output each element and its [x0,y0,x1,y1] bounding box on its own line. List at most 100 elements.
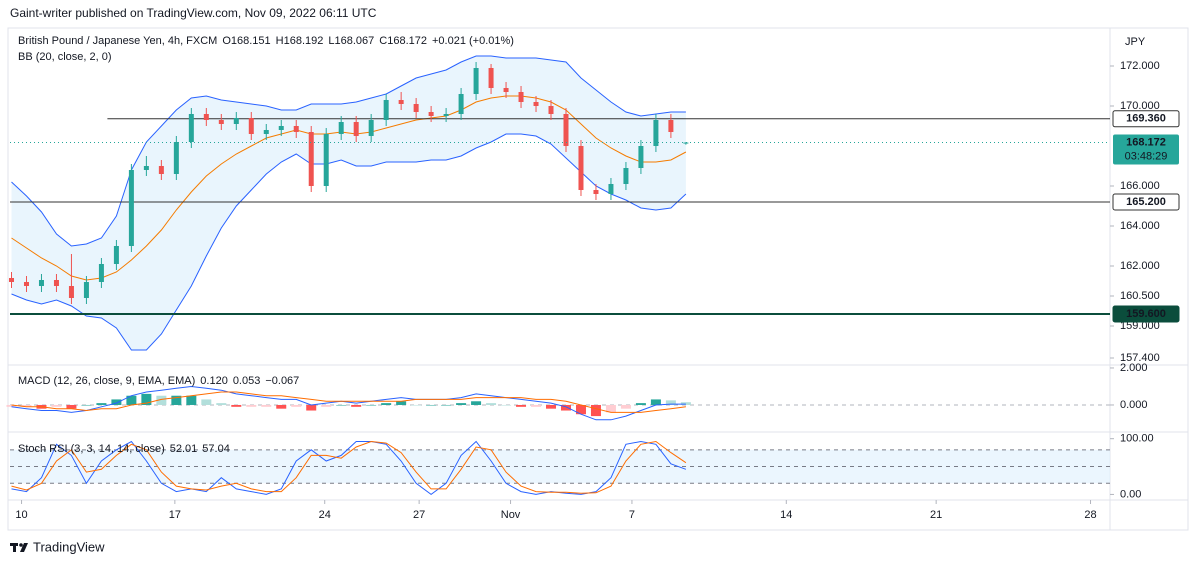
candle-body [488,68,494,88]
candle-body [353,122,359,136]
last-price-box [1113,134,1179,165]
histogram-bar [560,404,571,411]
histogram-bar [201,399,212,405]
candle-body [533,102,539,106]
candle-body [638,146,644,168]
histogram-bar [605,404,616,413]
y-tick-label: 166.000 [1120,180,1160,192]
histogram-bar [6,404,17,407]
histogram-bar [546,404,557,409]
x-tick-label: 24 [319,509,331,521]
candle-body [383,100,389,120]
histogram-bar [620,404,631,409]
histogram-bar [96,403,107,405]
candle-body [278,126,284,130]
macd-readout: 0.053 [233,375,261,387]
histogram-bar [81,404,92,406]
histogram-bar [51,404,62,407]
histogram-bar [291,404,302,407]
candle-body [233,118,239,124]
level-label: 169.360 [1126,113,1166,125]
histogram-bar [531,404,542,407]
candle-body [578,146,584,190]
histogram-bar [171,395,182,405]
level-label-box [1112,193,1180,211]
candle-body [458,94,464,114]
candle-body [248,118,254,134]
histogram-bar [246,404,257,407]
level-label-box [1112,110,1180,128]
candle-body [173,142,179,174]
candle-body [113,246,119,264]
histogram-bar [126,395,137,405]
brand-logo [10,543,28,552]
histogram-bar [486,403,497,405]
y-tick-label: 159.000 [1120,320,1160,332]
histogram-bar [411,404,422,406]
indicator-title: MACD (12, 26, close, 9, EMA, EMA) [18,375,195,387]
candle-body [98,264,104,282]
candle-body [23,282,29,286]
histogram-bar [575,404,586,415]
x-tick-label: 7 [629,509,635,521]
histogram-bar [21,404,32,407]
histogram-bar [456,403,467,405]
brand: TradingView [33,539,105,554]
histogram-bar [351,404,362,407]
histogram-bar [66,404,77,409]
band-lower [11,133,687,351]
histogram-bar [336,404,347,406]
y-tick-label: 100.00 [1120,433,1154,445]
k-line [11,440,687,496]
candle-body [368,120,374,136]
candle-body [683,142,689,144]
y-tick-label: 0.000 [1120,399,1148,411]
y-tick-label: 162.000 [1120,260,1160,272]
candle-body [308,132,314,186]
x-tick-label: 28 [1084,509,1096,521]
candle-body [428,112,434,116]
histogram-bar [471,401,482,405]
candle-body [548,106,554,114]
symbol: British Pound / Japanese Yen, 4h, FXCM [18,35,217,47]
candle-body [53,280,59,286]
candle-body [323,134,329,186]
ohlc-readout: C168.172 [379,35,427,47]
histogram-bar [590,404,601,417]
level-label: 159.600 [1126,308,1166,320]
candle-body [623,168,629,184]
candle-body [653,120,659,146]
y-tick-label: 164.000 [1120,220,1160,232]
ohlc-readout: O168.151 [222,35,270,47]
candle-body [668,120,674,132]
candle-body [203,114,209,120]
candle-body [563,114,569,146]
candle-body [68,286,74,298]
histogram-bar [441,404,452,406]
histogram-bar [111,399,122,405]
y-tick-label: 172.000 [1120,60,1160,72]
band-fill [11,56,686,350]
histogram-bar [156,395,167,405]
x-tick-label: 14 [780,509,792,521]
y-tick-label: 170.000 [1120,100,1160,112]
ohlc-readout: H168.192 [276,35,324,47]
histogram-bar [680,402,691,405]
histogram-bar [426,404,437,406]
y-tick-label: 157.400 [1120,352,1160,364]
macd-line [11,385,686,421]
last-price-label: 168.172 [1126,136,1166,148]
candle-body [143,166,149,170]
candle-body [83,282,89,298]
histogram-bar [276,404,287,409]
candle-body [608,184,614,194]
currency: JPY [1125,36,1146,48]
d-line [11,440,687,494]
candle-body [503,88,509,92]
candle-body [8,278,14,282]
histogram-bar [186,395,197,405]
candle-body [218,120,224,124]
candle-body [593,190,599,194]
level-label-box [1112,305,1180,323]
candle-body [338,122,344,134]
